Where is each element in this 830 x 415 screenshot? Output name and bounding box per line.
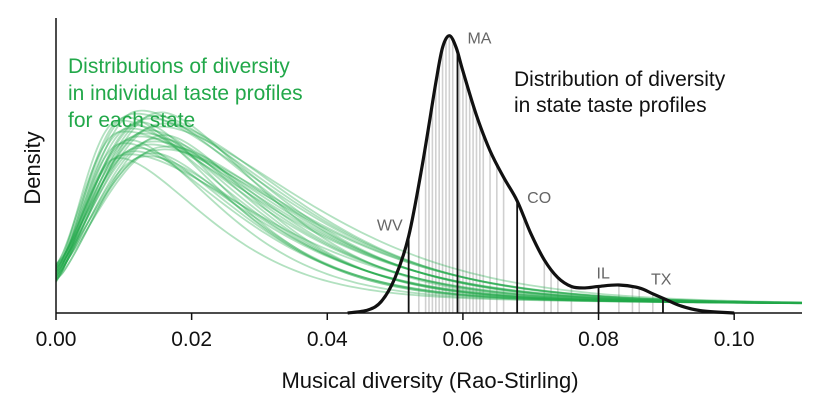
green-curve-27: [55, 112, 803, 304]
state-label-wv: WV: [377, 217, 403, 234]
green-curve-20: [55, 140, 803, 304]
green-curve-26: [55, 130, 803, 304]
green-curve-11: [55, 155, 803, 304]
x-tick-label-0: 0.00: [36, 328, 77, 351]
green-curve-13: [55, 119, 803, 305]
x-axis-title: Musical diversity (Rao-Stirling): [281, 368, 578, 393]
state-label-ma: MA: [467, 31, 491, 48]
state-vertical-lines: [418, 35, 654, 313]
green-curve-14: [55, 150, 803, 305]
black-annotation-line-2: in state taste profiles: [514, 94, 707, 117]
green-curve-16: [55, 114, 803, 304]
state-label-il: IL: [597, 265, 610, 282]
green-curve-0: [55, 157, 803, 305]
green-curve-19: [55, 109, 803, 304]
green-curve-22: [55, 153, 803, 305]
green-curve-21: [55, 122, 803, 304]
axes: 0.00 0.02 0.04 0.06 0.08 0.10: [36, 18, 802, 351]
green-curve-3: [55, 152, 803, 304]
green-curve-29: [55, 125, 803, 304]
green-curve-9: [55, 142, 803, 305]
green-curve-4: [55, 134, 803, 304]
state-label-tx: TX: [651, 271, 672, 288]
green-curve-10: [55, 124, 803, 305]
green-curve-24: [55, 117, 803, 304]
x-ticks: 0.00 0.02 0.04 0.06 0.08 0.10: [36, 313, 755, 351]
green-curve-7: [55, 129, 803, 304]
green-curve-6: [55, 147, 803, 305]
highlighted-state-lines: [407, 52, 664, 313]
green-annotation-line-3: for each state: [68, 109, 195, 132]
green-curve-2: [55, 121, 803, 305]
x-tick-label-3: 0.06: [442, 328, 483, 351]
green-curve-17: [55, 145, 803, 304]
state-label-co: CO: [527, 190, 551, 207]
state-distribution-curve: [347, 34, 735, 315]
x-tick-label-1: 0.02: [171, 328, 212, 351]
green-curve-8: [55, 111, 803, 304]
state-labels: WV MA CO IL TX: [377, 31, 672, 289]
green-curve-28: [55, 143, 803, 304]
black-annotation-line-1: Distribution of diversity: [514, 68, 726, 91]
x-tick-label-2: 0.04: [307, 328, 348, 351]
x-tick-label-4: 0.08: [578, 328, 619, 351]
y-axis-title: Density: [20, 131, 45, 204]
green-curve-5: [55, 116, 803, 305]
green-annotation-line-2: in individual taste profiles: [68, 82, 303, 105]
x-tick-label-5: 0.10: [714, 328, 755, 351]
green-annotation-line-1: Distributions of diversity: [68, 55, 290, 78]
individual-distributions: [55, 109, 803, 305]
green-curve-1: [55, 139, 803, 305]
green-curve-18: [55, 127, 803, 305]
green-curve-15: [55, 132, 803, 304]
green-curve-12: [55, 137, 803, 304]
green-curve-23: [55, 135, 803, 304]
state-distribution-group: [347, 34, 735, 315]
green-curve-25: [55, 148, 803, 304]
